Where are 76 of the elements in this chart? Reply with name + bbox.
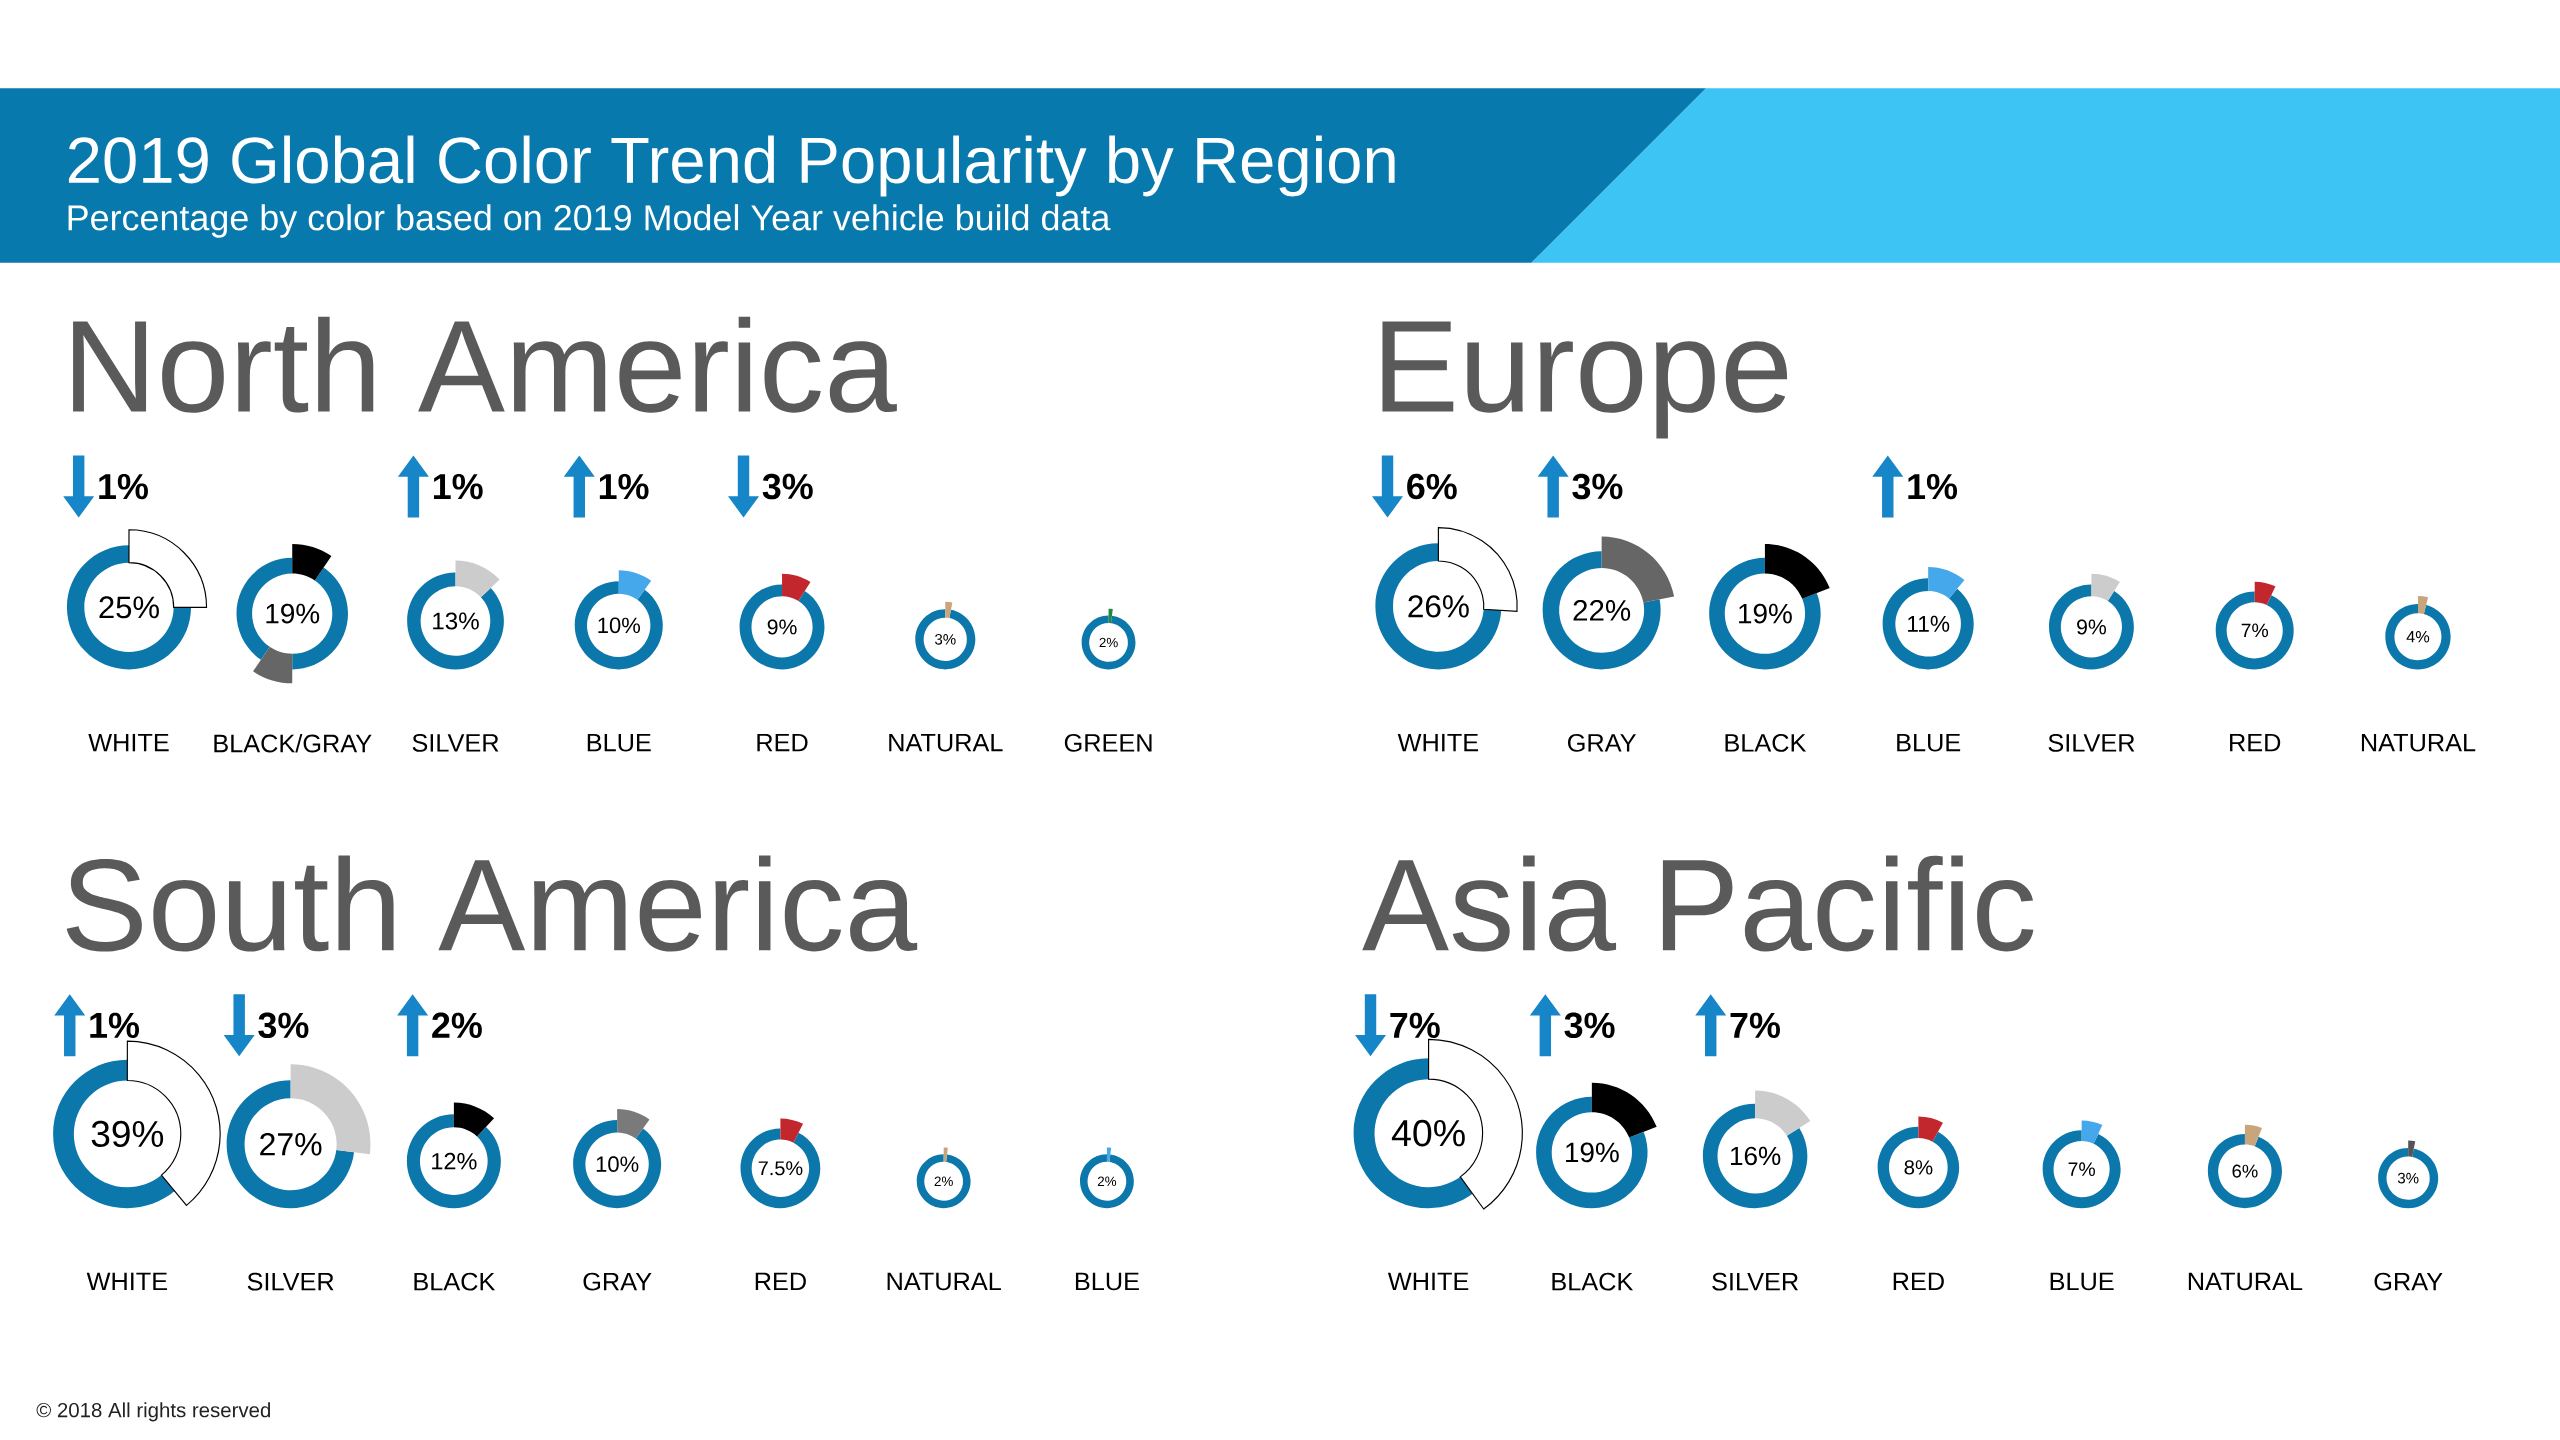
category-label: SILVER (412, 733, 499, 752)
data-label: 2% (432, 1012, 482, 1038)
data-label: 3% (258, 1012, 309, 1039)
category-label: NATURAL (2188, 1272, 2303, 1291)
data-label: 1% (1908, 473, 1958, 500)
category-label: NATURAL (889, 733, 1003, 752)
category-label: RED (1893, 1272, 1944, 1291)
data-label: 6% (1407, 473, 1457, 500)
category-label: BLACK (1552, 1272, 1634, 1291)
category-label: SILVER (2048, 733, 2135, 752)
data-label: 7% (2068, 1162, 2095, 1176)
data-label: 3% (935, 634, 956, 645)
data-label: 39% (91, 1120, 164, 1148)
category-label: BLACK/GRAY (214, 733, 372, 753)
data-label: 6% (2232, 1164, 2258, 1178)
category-label: NATURAL (2361, 733, 2476, 752)
data-label: 26% (1408, 595, 1469, 618)
data-label: 13% (433, 612, 479, 630)
data-label: 19% (266, 603, 320, 624)
data-label: 8% (1904, 1160, 1933, 1175)
data-label: 9% (767, 619, 797, 635)
data-label: 3% (1564, 1012, 1615, 1039)
text: © 2018 All rights reserved (36, 1402, 270, 1422)
data-label: 1% (433, 473, 483, 500)
category-label: BLUE (1897, 733, 1961, 752)
data-label: 19% (1566, 1142, 1619, 1163)
data-label: 40% (1391, 1119, 1465, 1147)
text: North America (73, 316, 897, 413)
data-label: 25% (99, 596, 159, 619)
category-label: BLUE (1075, 1272, 1139, 1291)
data-label: 27% (260, 1132, 322, 1156)
text: Europe (1382, 321, 1788, 439)
data-label: 4% (2406, 631, 2430, 643)
data-label: 7.5% (758, 1161, 803, 1176)
text: Percentage by color based on 2019 Model Year vehicle build data (68, 204, 1111, 238)
data-label: 2% (934, 1176, 953, 1186)
category-label: RED (755, 1272, 806, 1291)
category-label: GRAY (2374, 1272, 2443, 1291)
category-label: GRAY (583, 1272, 652, 1291)
category-label: GRAY (1568, 733, 1637, 752)
data-label: 1% (99, 473, 148, 500)
data-label: 19% (1739, 603, 1792, 624)
text: 2019 Global Color Trend Popularity by Region (68, 135, 1395, 197)
data-label: 22% (1573, 599, 1631, 621)
category-label: BLACK (1725, 733, 1807, 752)
data-label: 7% (2241, 623, 2269, 638)
category-label: WHITE (86, 1272, 168, 1291)
category-label: RED (757, 733, 808, 752)
category-label: RED (2230, 733, 2281, 752)
data-label: 2% (1097, 1176, 1117, 1186)
data-label: 3% (2397, 1172, 2419, 1184)
data-label: 7% (1730, 1012, 1780, 1038)
data-label: 3% (1572, 473, 1623, 500)
category-label: WHITE (1387, 1272, 1469, 1291)
data-label: 1% (599, 473, 649, 500)
data-label: 16% (1730, 1146, 1781, 1166)
category-label: GREEN (1064, 733, 1152, 752)
data-label: 3% (762, 473, 813, 500)
data-label: 2% (1099, 637, 1118, 648)
text: South America (66, 855, 918, 952)
data-label: 10% (598, 617, 641, 634)
category-label: WHITE (1397, 733, 1479, 752)
category-label: SILVER (247, 1272, 334, 1291)
data-label: 11% (1908, 615, 1950, 632)
data-label: 12% (432, 1152, 477, 1170)
category-label: WHITE (88, 733, 169, 752)
category-label: NATURAL (887, 1272, 1001, 1291)
category-label: SILVER (1712, 1272, 1799, 1291)
text: Asia Pacific (1362, 855, 2034, 952)
category-label: BLUE (587, 733, 651, 752)
data-label: 10% (596, 1156, 639, 1172)
category-label: BLACK (414, 1272, 496, 1291)
data-label: 7% (1390, 1012, 1440, 1038)
category-label: BLUE (2050, 1272, 2114, 1291)
data-label: 9% (2077, 619, 2107, 635)
data-label: 1% (90, 1012, 139, 1038)
